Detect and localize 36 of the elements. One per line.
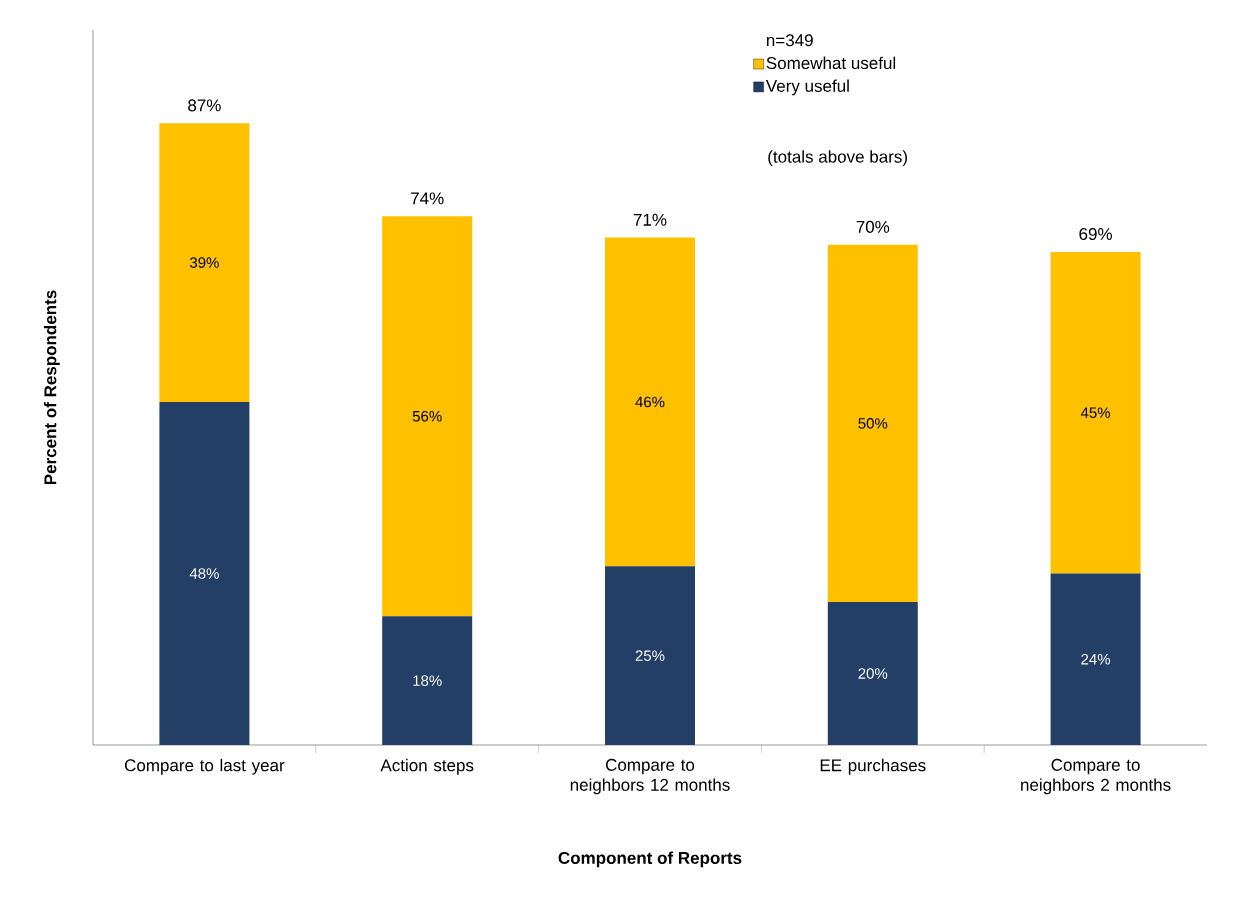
total-label: 87% [188, 99, 221, 112]
bar [604, 237, 695, 567]
data-label: 39% [189, 257, 219, 268]
data-label: 24% [1081, 653, 1111, 665]
x-tick-label: Compare to neighbors 2 months [1021, 758, 1171, 795]
bar [159, 401, 250, 745]
data-label: 25% [635, 650, 665, 661]
x-tick-label: Action steps [380, 758, 474, 775]
data-label: 20% [858, 668, 888, 679]
total-label: 71% [633, 213, 667, 226]
legend-label: Somewhat useful [766, 56, 896, 70]
bar [159, 123, 250, 402]
bar [827, 244, 918, 603]
data-label: 46% [635, 396, 665, 408]
data-label: 48% [189, 568, 219, 579]
legend-title: n=349 [766, 34, 813, 47]
bar [1050, 251, 1141, 574]
total-label: 69% [1079, 227, 1112, 241]
total-label: 74% [411, 192, 444, 205]
x-tick-label: Compare to neighbors 12 months [570, 758, 730, 795]
data-label: 45% [1080, 407, 1111, 418]
bar [382, 616, 473, 745]
annotation: (totals above bars) [768, 150, 907, 167]
data-label: 50% [858, 418, 888, 429]
bar [382, 216, 473, 617]
bar [1050, 573, 1141, 745]
x-axis-title: Component of Reports [558, 851, 742, 868]
bar [604, 566, 695, 745]
legend-label: Very useful [765, 79, 849, 96]
data-label: 18% [413, 675, 442, 686]
y-axis-title: Percent of Respondents [43, 290, 60, 485]
total-label: 70% [856, 220, 890, 233]
data-label: 56% [412, 410, 442, 422]
x-tick-label: EE purchases [820, 758, 926, 775]
bar [827, 602, 918, 745]
x-tick-label: Compare to last year [124, 758, 285, 775]
